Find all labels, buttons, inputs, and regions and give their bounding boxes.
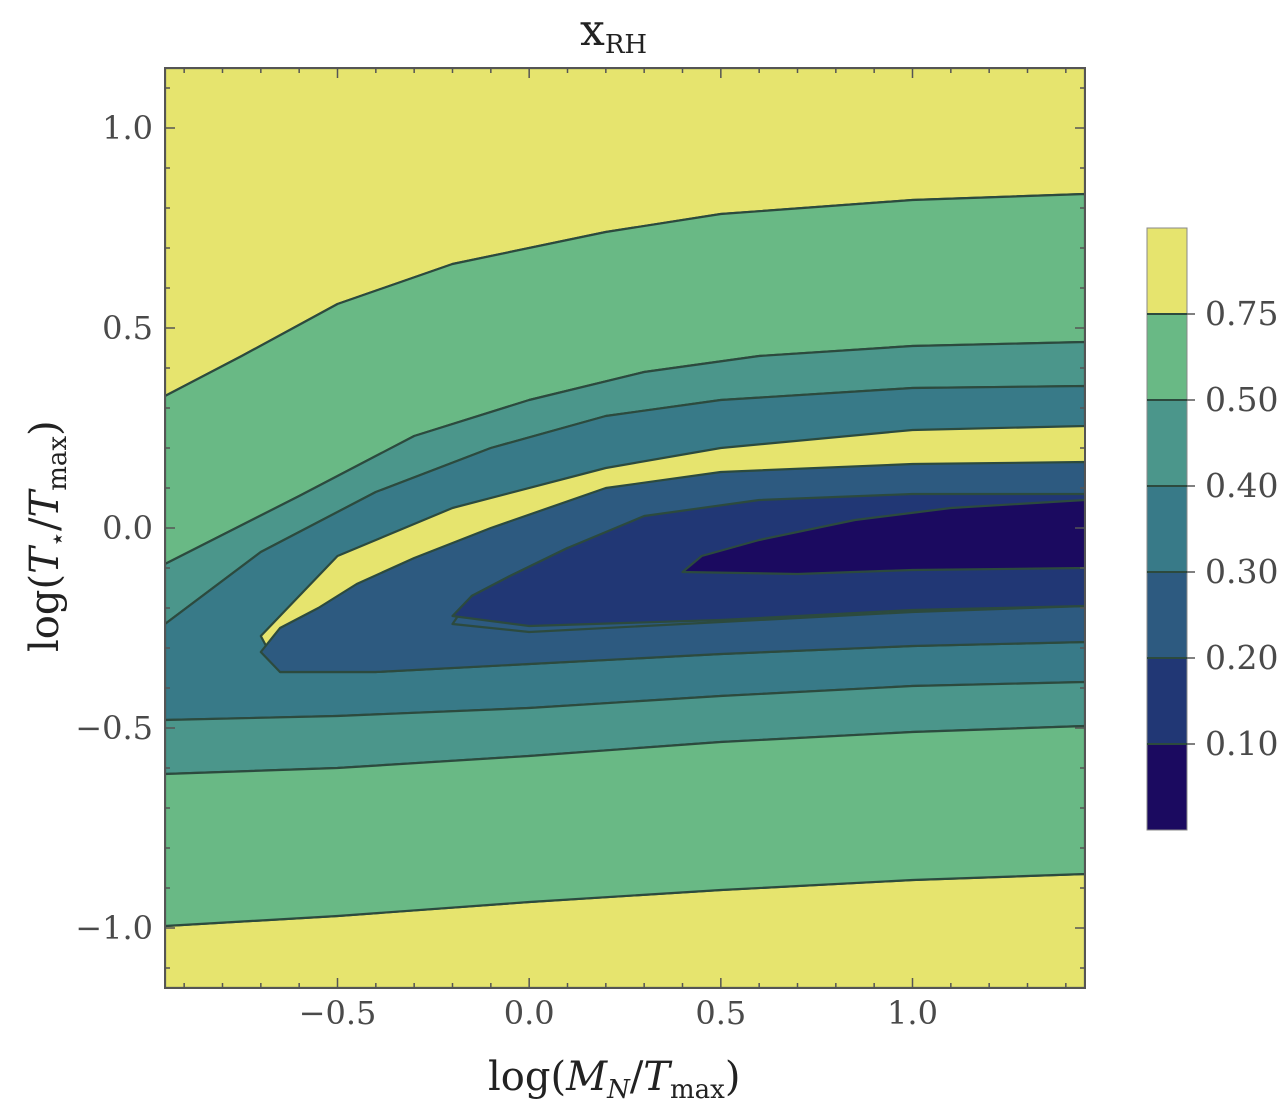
- x-tick-label: 0.5: [695, 994, 746, 1032]
- colorbar-label: 0.30: [1205, 552, 1278, 591]
- colorbar-band: [1147, 400, 1187, 487]
- x-tick-label: 1.0: [887, 994, 938, 1032]
- colorbar-label: 0.50: [1205, 380, 1278, 419]
- colorbar-band: [1147, 314, 1187, 401]
- contour-region-7: [681, 498, 1085, 576]
- colorbar-band: [1147, 486, 1187, 573]
- y-axis: 1.0 0.5 0.0 −0.5 −1.0: [75, 87, 1085, 969]
- colorbar-label: 0.10: [1205, 724, 1278, 763]
- colorbar-band: [1147, 658, 1187, 745]
- colorbar-frame: [1146, 227, 1188, 831]
- x-axis: −0.5 0.0 0.5 1.0: [183, 68, 1067, 1032]
- contour-region-9: [165, 724, 1085, 928]
- x-axis-label: log(MN/Tmax): [488, 1054, 740, 1105]
- y-tick-label: 1.0: [102, 109, 153, 147]
- x-tick-label: 0.0: [504, 994, 555, 1032]
- colorbar: 0.75 0.50 0.40 0.30 0.20 0.10: [1146, 227, 1278, 831]
- plot-area: [165, 68, 1085, 988]
- x-tick-label: −0.5: [299, 994, 377, 1032]
- colorbar-label: 0.75: [1205, 294, 1278, 333]
- colorbar-label: 0.20: [1205, 638, 1278, 677]
- colorbar-band: [1147, 228, 1187, 315]
- chart-title: xRH: [580, 5, 647, 60]
- colorbar-band: [1147, 572, 1187, 659]
- y-tick-label: −1.0: [75, 909, 153, 947]
- colorbar-label: 0.40: [1205, 466, 1278, 505]
- y-tick-label: −0.5: [75, 709, 153, 747]
- y-tick-label: 0.0: [102, 509, 153, 547]
- colorbar-band: [1147, 744, 1187, 831]
- y-axis-label: log(T⋆/Tmax): [22, 420, 73, 652]
- y-tick-label: 0.5: [102, 309, 153, 347]
